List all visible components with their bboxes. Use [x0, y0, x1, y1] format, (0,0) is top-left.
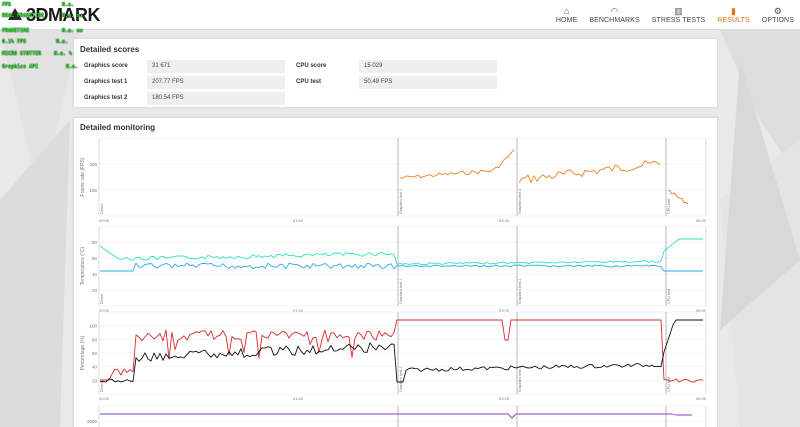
graphics-test-2-label: Graphics test 2	[84, 95, 128, 101]
gauge-icon: ◠	[610, 6, 619, 16]
clock-series	[100, 413, 692, 419]
y-tick-label: 80	[92, 337, 98, 342]
osd-value: N.a. ms	[62, 28, 84, 34]
y-tick-label: 100	[89, 188, 97, 193]
results-icon: ▮	[731, 6, 737, 16]
segment-label: Demo	[100, 204, 104, 214]
detailed-scores-title: Detailed scores	[80, 45, 140, 54]
segment-label: Graphics test 2	[518, 366, 522, 392]
gpu-load-series	[100, 319, 704, 383]
x-tick-label: 05:00	[696, 396, 707, 401]
y-tick-label: 2000	[87, 419, 98, 424]
app-logo: 3DMARK	[8, 4, 101, 26]
bars-icon: ▥	[674, 6, 683, 16]
home-icon: ⌂	[563, 6, 570, 16]
osd-label: FRAMETIME	[2, 28, 30, 34]
x-tick-label: 05:00	[696, 308, 707, 313]
nav-benchmarks[interactable]: ◠ BENCHMARKS	[583, 0, 645, 30]
gear-icon: ⚙	[773, 6, 782, 16]
graphics-score-label: Graphics score	[84, 63, 128, 69]
x-tick-label: 01:40	[293, 308, 304, 313]
y-tick-label: 40	[92, 365, 98, 370]
osd-value: N.a.	[56, 39, 69, 45]
cpu-score-label: CPU score	[296, 63, 327, 69]
segment-label: Graphics test 1	[399, 278, 403, 304]
detailed-monitoring-title: Detailed monitoring	[80, 123, 156, 132]
nav-benchmarks-label: BENCHMARKS	[589, 17, 640, 24]
x-tick-label: 00:00	[99, 218, 110, 223]
y-tick-label: 100	[89, 324, 97, 329]
nav-stress-tests[interactable]: ▥ STRESS TESTS	[646, 0, 712, 30]
y-tick-label: 60	[92, 351, 98, 356]
cpu-test-label: CPU test	[296, 79, 322, 85]
nav-home-label: HOME	[555, 17, 578, 24]
nav-results[interactable]: ▮ RESULTS	[711, 0, 755, 30]
y-tick-label: 80	[92, 240, 98, 245]
cpu-load-series	[99, 319, 703, 383]
x-tick-label: 03:20	[499, 396, 510, 401]
y-tick-label: 20	[92, 378, 98, 383]
y-tick-label: 20	[92, 288, 98, 293]
x-tick-label: 00:00	[99, 308, 110, 313]
x-tick-label: 03:20	[499, 218, 510, 223]
nav-options-label: OPTIONS	[761, 17, 794, 24]
gpu-temperature-series	[99, 238, 703, 266]
osd-value: N.a. %	[54, 51, 73, 57]
nav-home[interactable]: ⌂ HOME	[550, 0, 583, 30]
x-tick-label: 01:40	[293, 218, 304, 223]
y-axis-label: Percentage (%)	[80, 335, 86, 370]
cpu-test-value: 50.49 FPS	[359, 76, 497, 89]
osd-row: FPS	[2, 2, 11, 8]
osd-label: MICRO STUTTER	[2, 51, 42, 57]
x-tick-label: 05:00	[696, 218, 707, 223]
y-axis-label: Frame rate (FPS)	[80, 157, 86, 196]
osd-value: N.a.	[62, 2, 75, 8]
fps-series-graphics-test-2	[518, 160, 661, 183]
cpu-score-value: 15 029	[359, 60, 497, 73]
osd-label: REAL FRAMETIME	[2, 13, 45, 19]
segment-label: CPU test	[667, 288, 671, 304]
osd-label: FPS	[2, 2, 12, 8]
main-nav: ⌂ HOME ◠ BENCHMARKS ▥ STRESS TESTS ▮ RES…	[550, 0, 800, 30]
segment-label: Graphics test 2	[518, 188, 522, 214]
top-bar: 3DMARK ⌂ HOME ◠ BENCHMARKS ▥ STRESS TEST…	[0, 0, 800, 30]
osd-label: Graphics API	[2, 64, 39, 70]
y-tick-label: 40	[92, 272, 98, 277]
nav-options[interactable]: ⚙ OPTIONS	[756, 0, 800, 30]
logo-mark-icon	[8, 8, 22, 20]
graphics-test-1-value: 207.77 FPS	[147, 76, 285, 89]
detailed-scores-panel: Detailed scores Graphics score 31 671 Gr…	[73, 38, 718, 108]
graphics-test-1-label: Graphics test 1	[84, 79, 128, 85]
segment-label: Demo	[100, 294, 104, 304]
fps-series-graphics-test-1	[400, 149, 515, 179]
y-tick-label: 200	[89, 162, 97, 167]
segment-label: Graphics test 1	[399, 188, 403, 214]
y-axis-label: Temperature (°C)	[80, 246, 86, 285]
cpu-temperature-series	[100, 262, 703, 272]
segment-label: Graphics test 2	[518, 278, 522, 304]
x-tick-label: 01:40	[293, 396, 304, 401]
nav-results-label: RESULTS	[717, 17, 750, 24]
nav-stress-tests-label: STRESS TESTS	[651, 17, 706, 24]
segment-label: Demo	[100, 382, 104, 392]
graphics-score-value: 31 671	[147, 60, 285, 73]
fps-series-cpu-test	[668, 190, 689, 205]
segment-label: Graphics test 1	[399, 366, 403, 392]
logo-text: 3DMARK	[26, 4, 101, 25]
osd-value: N.a. ms	[62, 13, 84, 19]
segment-label: CPU test	[667, 198, 671, 214]
graphics-test-2-value: 180.54 FPS	[147, 92, 285, 105]
segment-label: CPU test	[667, 376, 671, 392]
detailed-monitoring-panel: Detailed monitoring 200 100 Frame rate (FP…	[73, 117, 718, 427]
x-tick-label: 03:20	[499, 308, 510, 313]
osd-value: N.a.	[66, 64, 79, 70]
osd-label: 0.1% FPS	[2, 39, 27, 45]
y-tick-label: 60	[92, 256, 98, 261]
x-tick-label: 00:00	[99, 396, 110, 401]
